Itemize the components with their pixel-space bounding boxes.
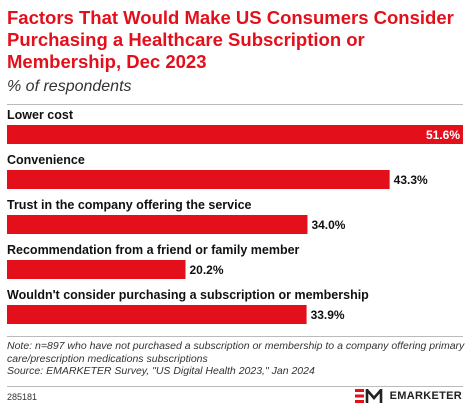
source-text: Source: EMARKETER Survey, "US Digital He… xyxy=(7,365,315,377)
bottom-divider xyxy=(7,386,463,387)
chart-note: Note: n=897 who have not purchased a sub… xyxy=(7,340,467,378)
bar xyxy=(7,305,307,324)
chart-title: Factors That Would Make US Consumers Con… xyxy=(7,7,454,72)
bar xyxy=(7,215,308,234)
category-label: Lower cost xyxy=(7,108,74,122)
value-label: 33.9% xyxy=(311,308,345,322)
value-label: 51.6% xyxy=(426,128,460,142)
category-label: Wouldn't consider purchasing a subscript… xyxy=(7,288,369,302)
brand-logo: EMARKETER xyxy=(354,388,462,404)
header-divider xyxy=(7,104,463,105)
bar xyxy=(7,170,390,189)
bar xyxy=(7,125,463,144)
brand-name: EMARKETER xyxy=(389,390,462,402)
bar-chart: Lower cost 51.6% Convenience 43.3% Trust in … xyxy=(7,108,463,324)
emarketer-logo-icon xyxy=(354,389,382,403)
category-label: Recommendation from a friend or family m… xyxy=(7,243,300,257)
footer-divider xyxy=(7,336,463,337)
value-label: 20.2% xyxy=(190,263,224,277)
value-label: 43.3% xyxy=(394,173,428,187)
category-label: Convenience xyxy=(7,153,85,167)
value-label: 34.0% xyxy=(311,218,345,232)
chart-id: 285181 xyxy=(7,392,38,402)
category-label: Trust in the company offering the servic… xyxy=(7,198,252,212)
bar xyxy=(7,260,186,279)
note-text: Note: n=897 who have not purchased a sub… xyxy=(7,340,465,365)
chart-subtitle: % of respondents xyxy=(7,78,132,95)
